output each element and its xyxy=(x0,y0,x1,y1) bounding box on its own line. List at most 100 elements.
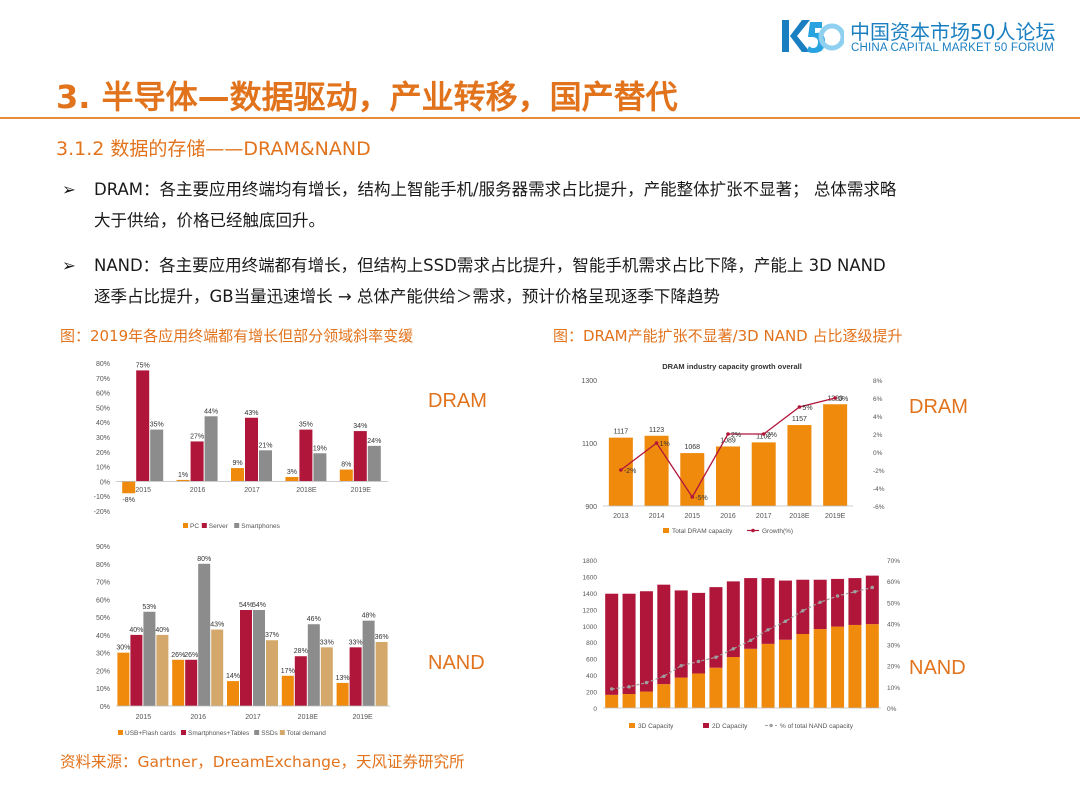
bullet-line: 大于供给，价格已经触底回升。 xyxy=(94,211,325,230)
bar xyxy=(204,416,218,482)
bar-2d xyxy=(709,587,723,668)
bar-3d xyxy=(709,667,723,708)
bullet-arrow-icon: ➢ xyxy=(62,180,76,199)
data-label: 53% xyxy=(142,604,156,611)
data-label: 37% xyxy=(265,632,279,639)
y-tick-label: 50% xyxy=(96,615,110,622)
bar xyxy=(227,681,239,706)
bar-3d xyxy=(831,626,845,708)
bar-3d xyxy=(796,634,810,708)
legend-swatch xyxy=(201,523,207,528)
bar-2d xyxy=(605,593,619,695)
data-label: 1157 xyxy=(792,416,807,423)
y-tick-label: 900 xyxy=(585,504,597,511)
y-tick-label: 1000 xyxy=(583,624,598,631)
y-tick-label: 20% xyxy=(96,668,110,675)
data-label: 54% xyxy=(239,602,253,609)
x-tick-label: 2016 xyxy=(190,714,206,721)
data-label: 43% xyxy=(210,622,224,629)
data-label: 8% xyxy=(341,462,351,469)
legend-swatch xyxy=(118,730,123,735)
bullet-text: DRAM：各主要应用终端均有增长，结构上智能手机/服务器需求占比提升，产能整体扩… xyxy=(94,174,1044,236)
y-tick-label: 1200 xyxy=(583,607,598,614)
legend-label: Server xyxy=(209,523,229,530)
tag-dram-right: DRAM xyxy=(909,396,968,418)
y-tick-label: 1300 xyxy=(581,378,597,385)
bar xyxy=(211,629,224,706)
bar xyxy=(362,620,375,706)
data-label: 9% xyxy=(232,460,242,467)
legend-swatch xyxy=(234,523,240,528)
data-label: 1068 xyxy=(684,444,700,451)
y2-tick-label: 40% xyxy=(887,621,900,628)
data-label: 75% xyxy=(136,362,150,369)
line-label: -2% xyxy=(624,468,636,475)
y2-tick-label: 0% xyxy=(887,706,897,713)
bullet-arrow-icon: ➢ xyxy=(62,256,76,275)
percent-line xyxy=(611,586,873,690)
nand-demand-growth-chart: 90% 80% 70% 60% 50% 40% 30% 20% 10% 0% 30% 40% 53% 40… xyxy=(96,544,390,737)
line-point xyxy=(644,680,649,685)
y-tick-label: 90% xyxy=(96,544,110,551)
y2-tick-label: -6% xyxy=(873,504,885,511)
data-label: 80% xyxy=(197,556,211,563)
line-point xyxy=(870,585,875,590)
y2-tick-label: 70% xyxy=(887,558,900,565)
line-point xyxy=(679,664,683,668)
y-tick-label: 1400 xyxy=(583,591,598,598)
bar xyxy=(245,417,258,482)
bar xyxy=(823,404,848,506)
legend-swatch xyxy=(629,723,635,728)
bar xyxy=(313,453,327,482)
y2-tick-label: 0% xyxy=(873,450,883,457)
y-tick-label: 0% xyxy=(100,704,110,711)
bar-3d xyxy=(692,673,706,708)
bar xyxy=(136,370,150,482)
x-tick-label: 2018E xyxy=(298,714,319,721)
y-tick-label: 600 xyxy=(586,657,597,664)
y-tick-label: 70% xyxy=(96,376,110,383)
line-point xyxy=(731,647,736,651)
line-point xyxy=(783,619,788,624)
line-label: 2% xyxy=(767,432,777,439)
data-label: 54% xyxy=(252,602,266,609)
data-label: 35% xyxy=(299,422,313,429)
line-point xyxy=(761,432,766,436)
line-label: 5% xyxy=(802,405,812,412)
legend-label: Growth(%) xyxy=(762,528,793,535)
data-label: 17% xyxy=(281,668,295,675)
y2-tick-label: -4% xyxy=(873,486,885,493)
y-tick-label: 40% xyxy=(96,420,110,427)
bullet-text: NAND：各主要应用终端都有增长，但结构上SSD需求占比提升，智能手机需求占比下… xyxy=(94,250,1044,312)
bar xyxy=(130,634,143,706)
bar xyxy=(122,481,136,494)
data-label: 24% xyxy=(367,438,381,445)
line-label: 2% xyxy=(731,432,741,439)
bar-2d xyxy=(778,580,792,640)
data-label: 1% xyxy=(178,472,188,479)
y2-tick-label: 4% xyxy=(873,414,883,421)
bar xyxy=(716,446,740,506)
legend-marker xyxy=(751,528,755,533)
data-label: 33% xyxy=(320,639,334,646)
y2-tick-label: 2% xyxy=(873,432,883,439)
bar xyxy=(150,429,164,482)
bar xyxy=(143,611,156,706)
y-tick-label: 800 xyxy=(586,640,597,647)
x-tick-label: 2019E xyxy=(825,513,846,520)
x-tick-label: 2015 xyxy=(135,487,151,494)
bar-2d xyxy=(744,578,758,649)
legend-swatch xyxy=(663,528,669,533)
line-point xyxy=(654,441,659,445)
line-point xyxy=(835,594,840,598)
data-label: 46% xyxy=(307,616,321,623)
bar xyxy=(285,476,299,482)
line-label: 6% xyxy=(838,396,848,403)
chart-title: DRAM industry capacity growth overall xyxy=(662,362,802,371)
bar-2d xyxy=(848,578,862,625)
y2-tick-label: 50% xyxy=(887,600,900,607)
caption-left: 图：2019年各应用终端都有增长但部分领域斜率变缓 xyxy=(60,327,414,345)
bar-2d xyxy=(865,575,879,625)
bullet-line: DRAM：各主要应用终端均有增长，结构上智能手机/服务器需求占比提升，产能整体扩… xyxy=(94,180,897,199)
y2-tick-label: 60% xyxy=(887,579,900,586)
